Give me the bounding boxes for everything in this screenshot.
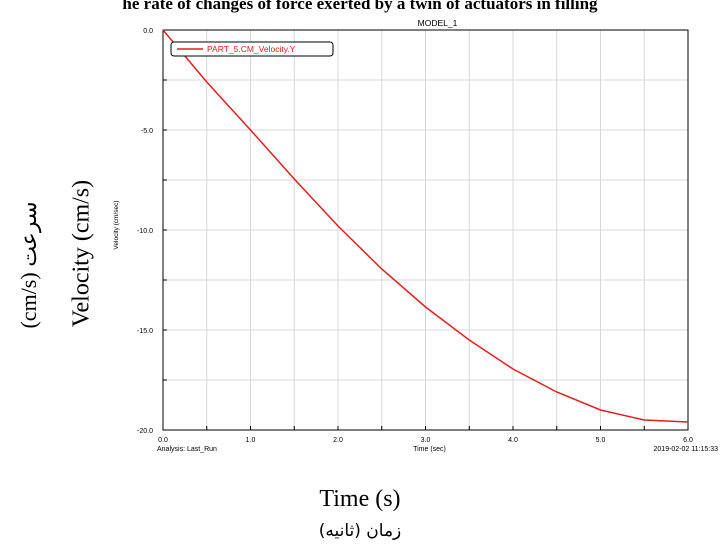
- series-line-part5-velocity: [162, 29, 689, 423]
- y-tick-label: -5.0: [141, 128, 153, 135]
- x-tick-label: 0.0: [158, 437, 168, 444]
- tick-labels: 0.0 1.0 2.0 3.0 4.0 5.0 6.0 0.0 -5.0 -10.0 -15.0 -2…: [137, 28, 693, 444]
- legend-label: PART_5.CM_Velocity.Y: [207, 44, 296, 54]
- page-title: he rate of changes of force exerted by a…: [122, 0, 598, 13]
- x-tick-label: 1.0: [246, 437, 256, 444]
- grid-lines: [163, 30, 688, 430]
- x-axis-label-persian: زمان (ثانیه): [318, 521, 402, 541]
- chart-y-axis-label: Velocity (cm/sec): [113, 200, 120, 249]
- chart-x-axis-label: Time (sec): [413, 446, 446, 453]
- timestamp-label: 2019-02-02 11:15:33: [654, 446, 719, 453]
- legend-box: [170, 41, 334, 57]
- x-tick-label: 2.0: [333, 437, 343, 444]
- x-tick-label: 6.0: [683, 437, 693, 444]
- x-axis-label-english: Time (s): [319, 486, 401, 512]
- y-tick-label: -20.0: [137, 428, 153, 435]
- y-axis-label-persian: سرعت (cm/s): [16, 201, 41, 329]
- axis-ticks: [162, 29, 689, 431]
- x-tick-label: 4.0: [508, 437, 518, 444]
- x-tick-label: 3.0: [421, 437, 431, 444]
- y-tick-label: -15.0: [137, 328, 153, 335]
- legend: PART_5.CM_Velocity.Y: [170, 41, 334, 57]
- chart-title: MODEL_1: [418, 18, 458, 28]
- y-axis-label-english: Velocity (cm/s): [68, 179, 95, 328]
- x-tick-label: 5.0: [596, 437, 606, 444]
- analysis-label: Analysis: Last_Run: [157, 446, 217, 453]
- y-tick-label: -10.0: [137, 228, 153, 235]
- y-tick-label: 0.0: [143, 28, 153, 35]
